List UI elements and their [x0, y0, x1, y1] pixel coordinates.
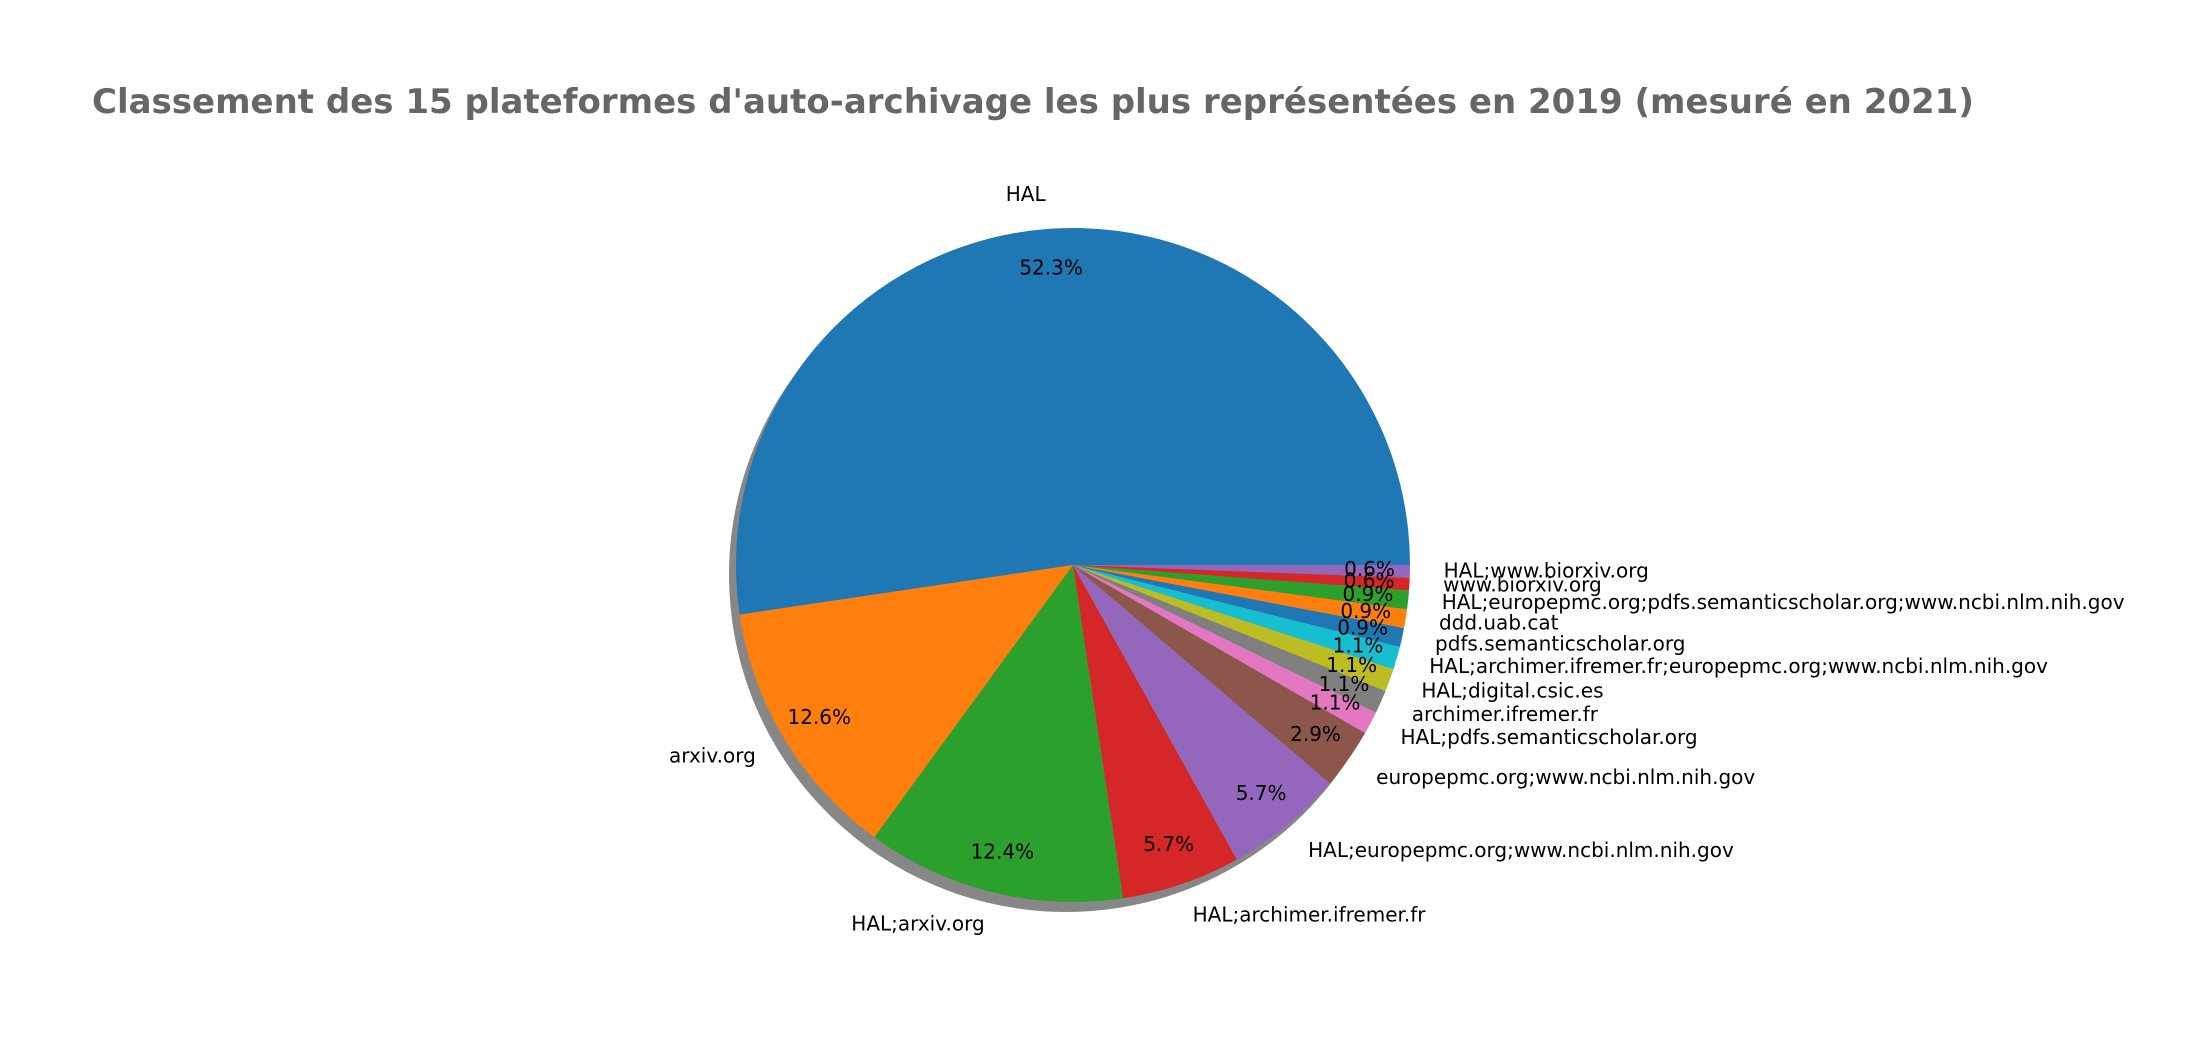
slice-label-hal-europepmc-org-www-ncbi-nlm-nih-gov: HAL;europepmc.org;www.ncbi.nlm.nih.gov: [1308, 838, 1734, 862]
percent-label-hal-arxiv-org: 12.4%: [971, 840, 1035, 864]
slice-hal-europepmc-org-pdfs-semanticscholar-org-www-ncbi-nlm-nih-gov: [1073, 565, 1410, 610]
percent-label-ddd-uab-cat: 0.9%: [1340, 599, 1391, 623]
slice-archimer-ifremer-fr: [1073, 565, 1386, 713]
percent-label-hal-pdfs-semanticscholar-org: 1.1%: [1310, 690, 1361, 714]
slice-label-hal-arxiv-org: HAL;arxiv.org: [851, 912, 984, 936]
slice-label-hal-www-biorxiv-org: HAL;www.biorxiv.org: [1444, 558, 1649, 582]
slice-pdfs-semanticscholar-org: [1073, 565, 1405, 647]
chart-title: Classement des 15 plateformes d'auto-arc…: [92, 82, 1974, 122]
percent-label-arxiv-org: 12.6%: [787, 705, 851, 729]
percent-label-www-biorxiv-org: 0.6%: [1344, 568, 1395, 592]
slice-europepmc-org-www-ncbi-nlm-nih-gov: [1073, 565, 1366, 784]
slice-hal-pdfs-semanticscholar-org: [1073, 565, 1377, 734]
slice-hal-europepmc-org-www-ncbi-nlm-nih-gov: [1073, 565, 1330, 860]
slice-hal-arxiv-org: [874, 565, 1124, 902]
percent-label-hal-archimer-ifremer-fr: 5.7%: [1143, 832, 1194, 856]
slice-label-hal-archimer-ifremer-fr-europepmc-org-www-ncbi-nlm-nih-gov: HAL;archimer.ifremer.fr;europepmc.org;ww…: [1429, 654, 2048, 678]
percent-label-hal-www-biorxiv-org: 0.6%: [1344, 557, 1395, 581]
percent-label-europepmc-org-www-ncbi-nlm-nih-gov: 2.9%: [1290, 722, 1341, 746]
slice-label-www-biorxiv-org: www.biorxiv.org: [1443, 572, 1602, 596]
percent-label-hal-archimer-ifremer-fr-europepmc-org-www-ncbi-nlm-nih-gov: 1.1%: [1333, 633, 1384, 657]
slice-label-hal-europepmc-org-pdfs-semanticscholar-org-www-ncbi-nlm-nih-gov: HAL;europepmc.org;pdfs.semanticscholar.o…: [1442, 590, 2125, 614]
pie-slices: [736, 227, 1410, 902]
percent-label-hal: 52.3%: [1019, 256, 1083, 280]
slice-labels: HAL arxiv.org HAL;arxiv.org HAL;archimer.if…: [669, 182, 2125, 936]
slice-hal: [736, 227, 1410, 615]
slice-hal-digital-csic-es: [1073, 565, 1394, 692]
slice-label-europepmc-org-www-ncbi-nlm-nih-gov: europepmc.org;www.ncbi.nlm.nih.gov: [1376, 765, 1755, 789]
percent-label-hal-europepmc-org-pdfs-semanticscholar-org-www-ncbi-nlm-nih-gov: 0.9%: [1343, 582, 1394, 606]
slice-hal-www-biorxiv-org: [1073, 565, 1410, 578]
slice-label-hal-archimer-ifremer-fr: HAL;archimer.ifremer.fr: [1193, 902, 1427, 926]
percent-label-pdfs-semanticscholar-org: 0.9%: [1337, 615, 1388, 639]
percent-label-hal-europepmc-org-www-ncbi-nlm-nih-gov: 5.7%: [1236, 781, 1287, 805]
slice-label-archimer-ifremer-fr: archimer.ifremer.fr: [1412, 702, 1599, 726]
slice-label-pdfs-semanticscholar-org: pdfs.semanticscholar.org: [1435, 631, 1685, 655]
slice-hal-archimer-ifremer-fr-europepmc-org-www-ncbi-nlm-nih-gov: [1073, 565, 1400, 670]
slice-label-hal: HAL: [1006, 182, 1047, 206]
slice-arxiv-org: [739, 565, 1073, 838]
slice-hal-archimer-ifremer-fr: [1073, 565, 1237, 899]
percent-labels: 52.3%12.6%12.4% 5.7%5.7%2.9%1.1%1.1%1.1%1…: [787, 256, 1394, 864]
slice-label-hal-digital-csic-es: HAL;digital.csic.es: [1421, 678, 1603, 702]
percent-label-archimer-ifremer-fr: 1.1%: [1319, 672, 1370, 696]
slice-label-hal-pdfs-semanticscholar-org: HAL;pdfs.semanticscholar.org: [1401, 725, 1698, 749]
slice-www-biorxiv-org: [1073, 565, 1410, 591]
slice-label-ddd-uab-cat: ddd.uab.cat: [1439, 611, 1559, 635]
slice-label-arxiv-org: arxiv.org: [669, 743, 756, 767]
percent-label-hal-digital-csic-es: 1.1%: [1326, 653, 1377, 677]
slice-ddd-uab-cat: [1073, 565, 1408, 629]
